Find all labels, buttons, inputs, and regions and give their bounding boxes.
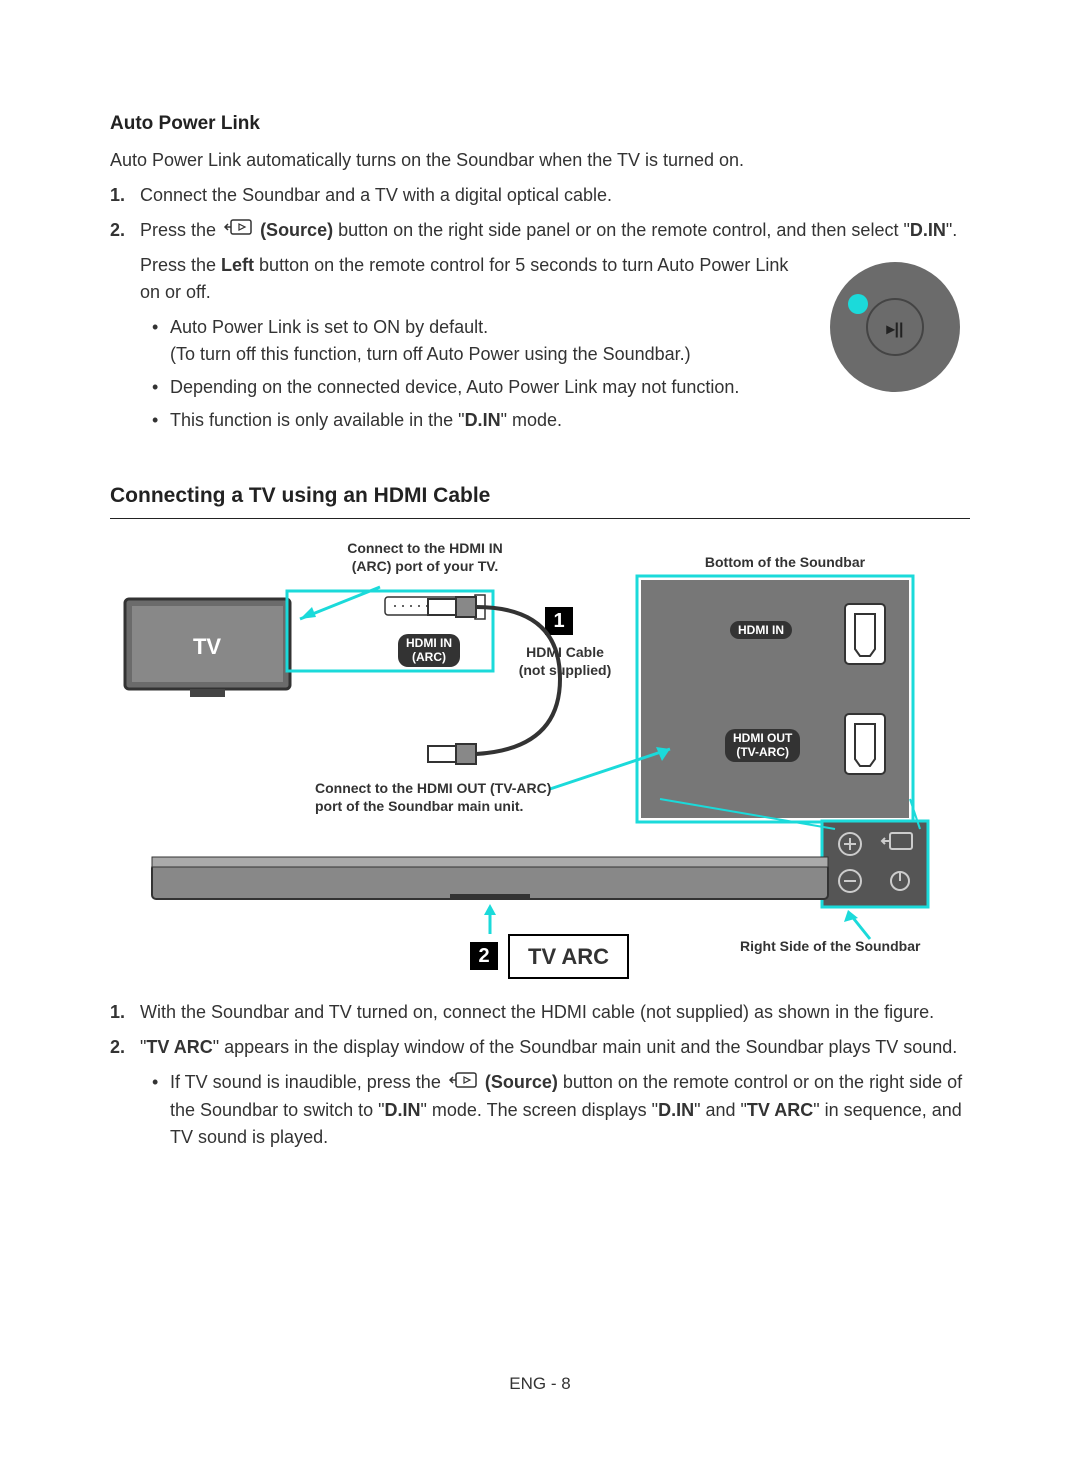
intro-text: Auto Power Link automatically turns on t… bbox=[110, 147, 970, 174]
label-connect-hdmi-in: Connect to the HDMI IN (ARC) port of you… bbox=[310, 539, 540, 575]
tvarc-display-box: TV ARC bbox=[508, 934, 629, 979]
arrow-right-side bbox=[820, 904, 890, 944]
step-3: 3. ▸|| Press the Left button on the remo… bbox=[140, 252, 970, 440]
step-text-post: button on the right side panel or on the… bbox=[338, 220, 910, 240]
step-1: 1. Connect the Soundbar and a TV with a … bbox=[140, 182, 970, 209]
svg-text:TV: TV bbox=[193, 634, 221, 659]
auto-power-steps: 1. Connect the Soundbar and a TV with a … bbox=[110, 182, 970, 441]
step-text-pre: Press the bbox=[140, 220, 221, 240]
bullet-text: " mode. bbox=[501, 410, 562, 430]
bullet-text: " mode. The screen displays " bbox=[421, 1100, 659, 1120]
hdmi-diagram: Connect to the HDMI IN (ARC) port of you… bbox=[120, 539, 960, 979]
step-number: 2. bbox=[110, 217, 125, 244]
source-icon bbox=[448, 1070, 478, 1097]
source-label: (Source) bbox=[485, 1072, 558, 1092]
bullet-text: If TV sound is inaudible, press the bbox=[170, 1072, 446, 1092]
heading-hdmi: Connecting a TV using an HDMI Cable bbox=[110, 480, 970, 519]
heading-auto-power-link: Auto Power Link bbox=[110, 110, 970, 139]
step-number: 1. bbox=[110, 182, 125, 209]
din-label: D.IN bbox=[385, 1100, 421, 1120]
step-number: 1. bbox=[110, 999, 125, 1026]
step-number: 2. bbox=[110, 1034, 125, 1061]
step-text-end: ". bbox=[946, 220, 957, 240]
din-label: D.IN bbox=[465, 410, 501, 430]
left-label: Left bbox=[221, 255, 254, 275]
page-footer: ENG - 8 bbox=[110, 1371, 970, 1397]
hdmi-steps: 1. With the Soundbar and TV turned on, c… bbox=[110, 999, 970, 1151]
step-text: Connect the Soundbar and a TV with a dig… bbox=[140, 185, 612, 205]
hdmi-step2-bullets: If TV sound is inaudible, press the (Sou… bbox=[140, 1069, 970, 1151]
step-text: " appears in the display window of the S… bbox=[213, 1037, 958, 1057]
bullet-text: Auto Power Link is set to ON by default. bbox=[170, 317, 488, 337]
step-text-pre: Press the bbox=[140, 255, 221, 275]
sub-bullet: If TV sound is inaudible, press the (Sou… bbox=[170, 1069, 970, 1151]
label-bottom-soundbar: Bottom of the Soundbar bbox=[675, 553, 895, 571]
hdmi-step-1: 1. With the Soundbar and TV turned on, c… bbox=[140, 999, 970, 1026]
port-hdmi-out: HDMI OUT(TV-ARC) bbox=[725, 729, 800, 762]
callout-2: 2 bbox=[470, 942, 498, 970]
arrow-tvarc bbox=[470, 899, 510, 939]
bullet-text: This function is only available in the " bbox=[170, 410, 465, 430]
din-label: D.IN bbox=[658, 1100, 694, 1120]
step3-bullets: Auto Power Link is set to ON by default.… bbox=[140, 314, 970, 434]
label-connect-hdmi-out: Connect to the HDMI OUT (TV-ARC) port of… bbox=[315, 779, 605, 815]
bullet-text: " and " bbox=[694, 1100, 747, 1120]
step-2: 2. Press the (Source) button on the righ… bbox=[140, 217, 970, 245]
source-label: (Source) bbox=[260, 220, 333, 240]
tv-graphic: TV bbox=[120, 594, 295, 704]
port-hdmi-in: HDMI IN bbox=[730, 621, 792, 639]
tvarc-label: TV ARC bbox=[146, 1037, 212, 1057]
din-label: D.IN bbox=[910, 220, 946, 240]
bullet-2: Depending on the connected device, Auto … bbox=[170, 374, 970, 401]
bullet-text: (To turn off this function, turn off Aut… bbox=[170, 344, 691, 364]
bullet-1: Auto Power Link is set to ON by default.… bbox=[170, 314, 970, 368]
hdmi-step-2: 2. "TV ARC" appears in the display windo… bbox=[140, 1034, 970, 1151]
tvarc-label: TV ARC bbox=[747, 1100, 813, 1120]
step-text: With the Soundbar and TV turned on, conn… bbox=[140, 1002, 934, 1022]
bullet-3: This function is only available in the "… bbox=[170, 407, 970, 434]
source-icon bbox=[223, 217, 253, 244]
